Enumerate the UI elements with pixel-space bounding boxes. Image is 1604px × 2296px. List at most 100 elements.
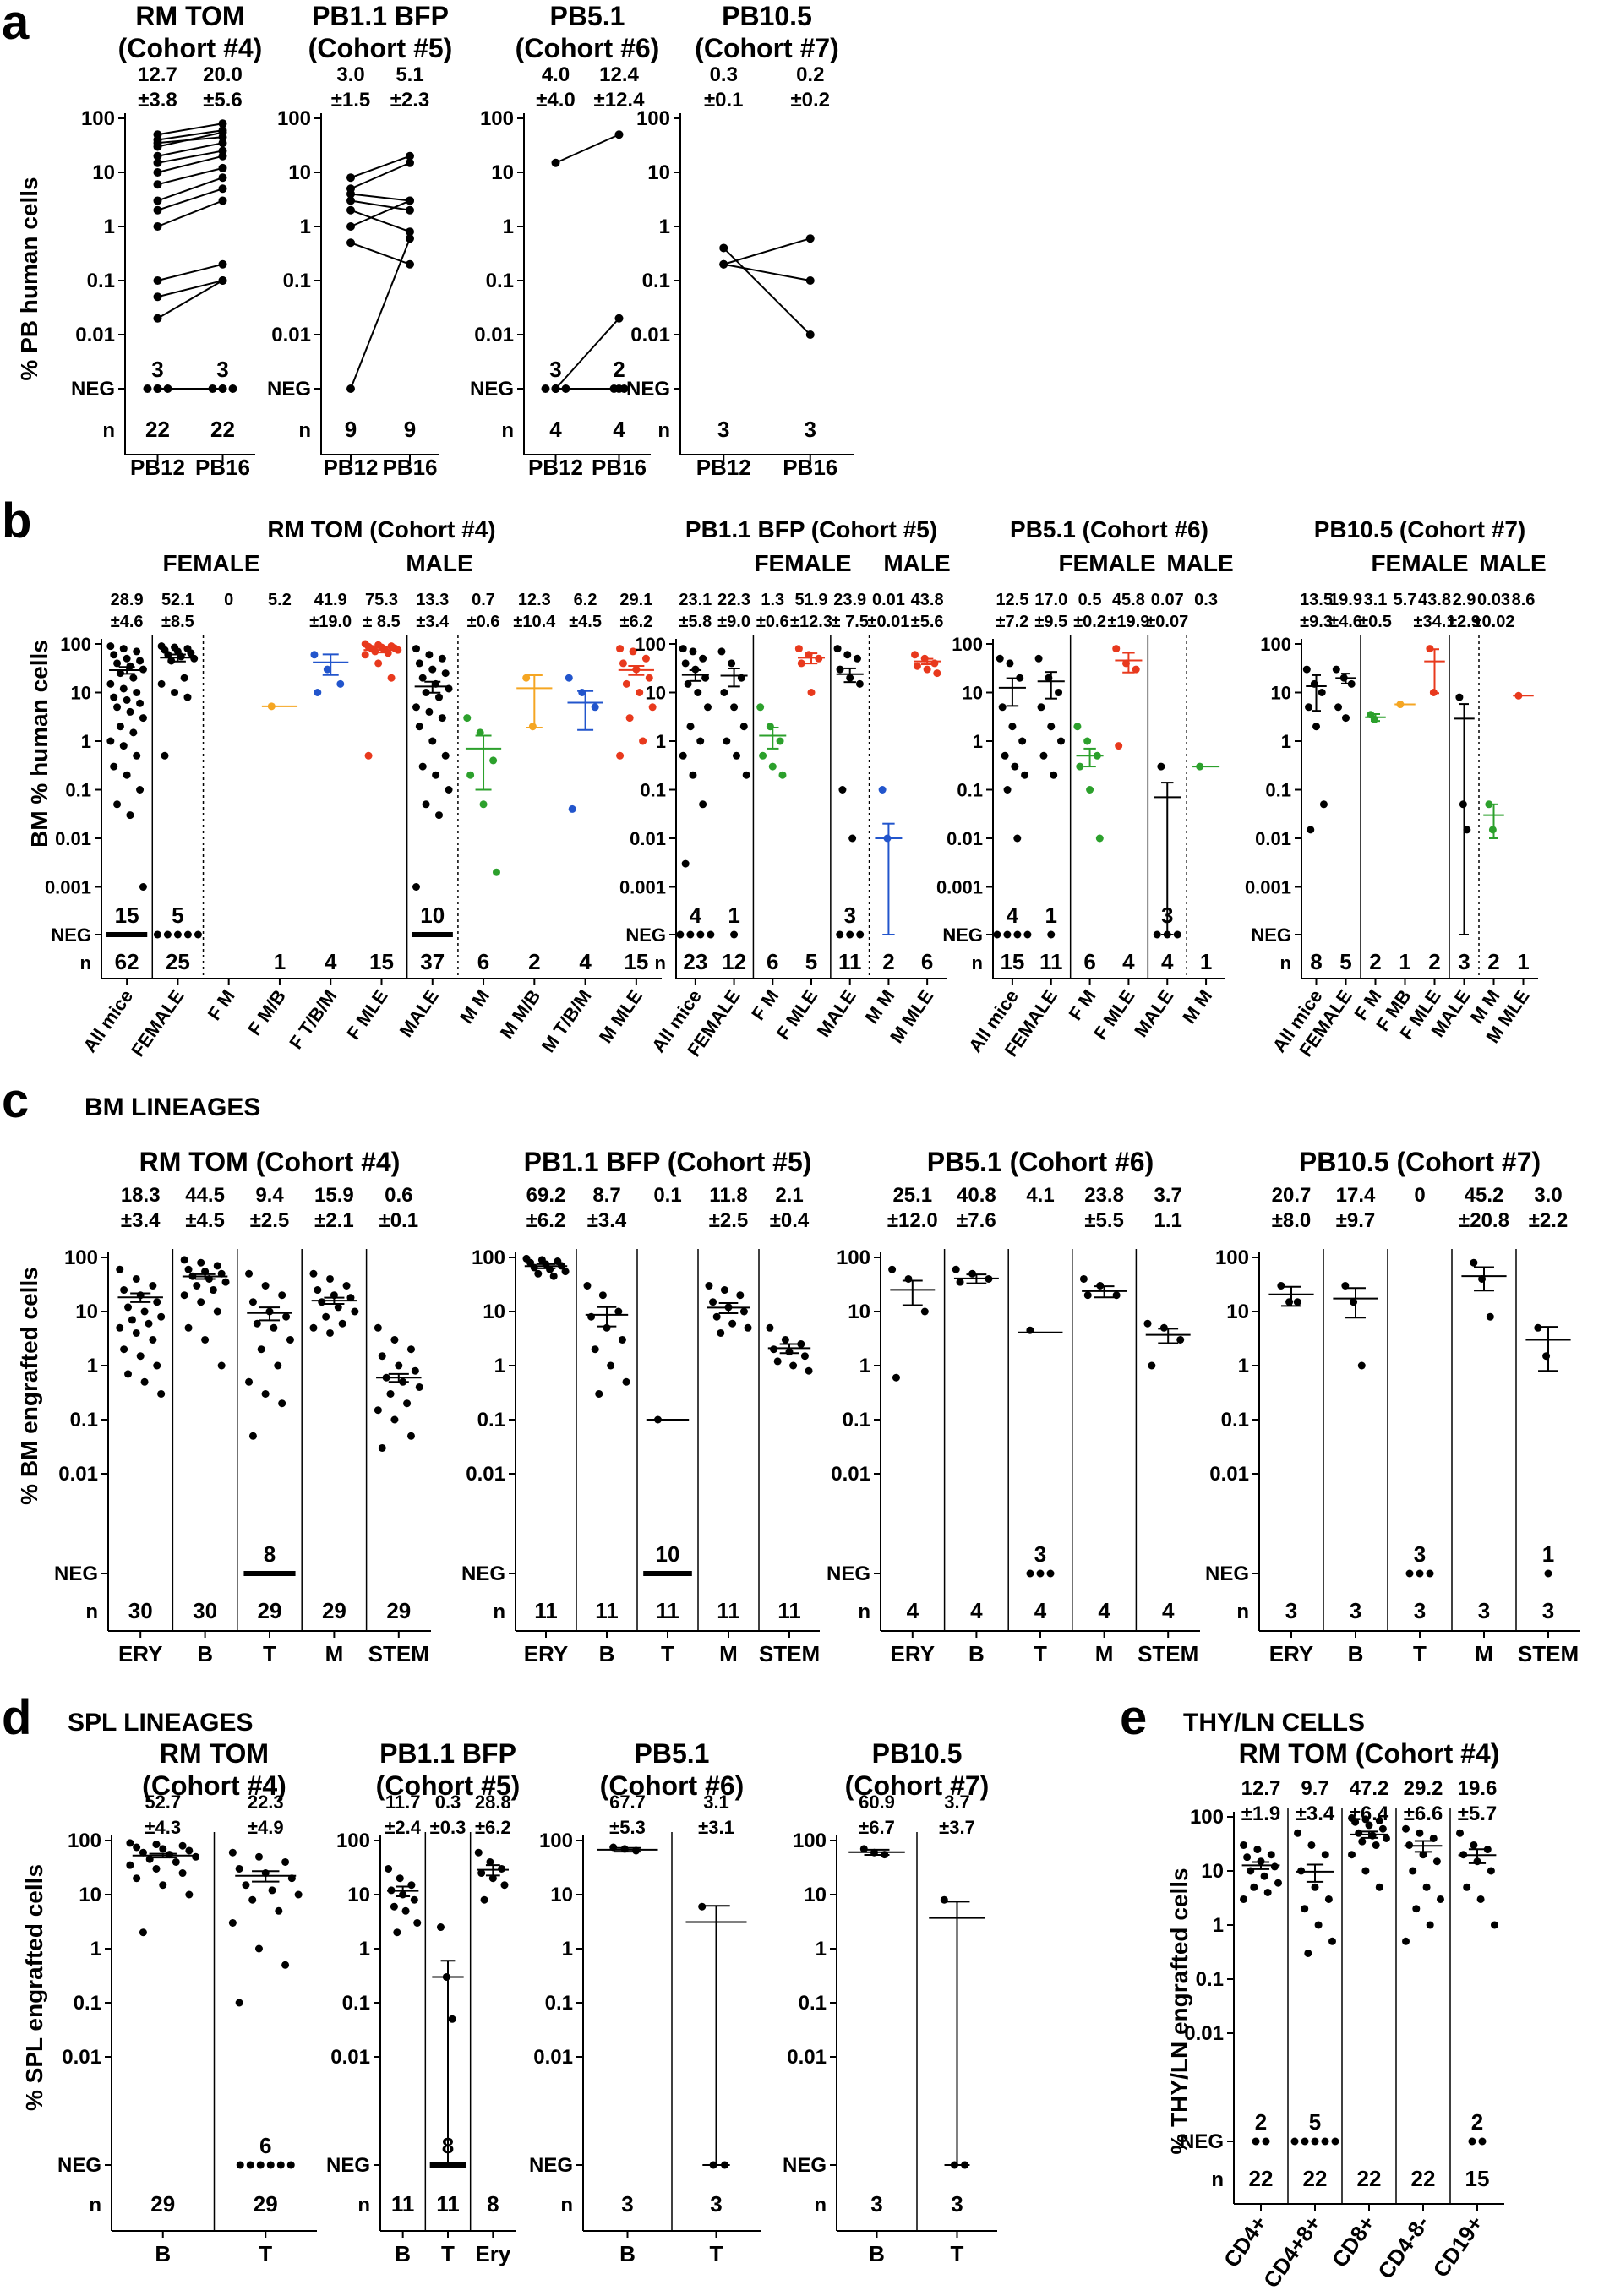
chart-title-line: (Cohort #4) [118, 33, 263, 63]
pair-line [350, 209, 411, 233]
x-category-label: M [325, 1641, 344, 1666]
group-header: FEMALE [1058, 550, 1155, 576]
data-point [183, 693, 192, 701]
pair-line [350, 199, 411, 227]
pair-line [350, 242, 411, 265]
data-point [800, 1352, 809, 1361]
n-value: 4 [613, 417, 625, 442]
data-point [129, 674, 138, 682]
data-point [140, 1377, 149, 1386]
data-point [720, 689, 728, 696]
data-point [278, 1291, 286, 1300]
data-point [275, 1906, 283, 1915]
data-point [1334, 703, 1343, 712]
n-value: 1 [274, 949, 286, 974]
data-point [157, 1389, 166, 1398]
stat-sem: ±4.5 [569, 613, 602, 631]
data-point [904, 1274, 913, 1283]
data-point [1243, 1853, 1252, 1862]
stat-sem: ±2.9 [1448, 613, 1481, 631]
data-point [153, 292, 162, 302]
data-point [920, 1307, 929, 1316]
data-point [1247, 1867, 1255, 1875]
y-tick-label: 0.01 [1209, 1463, 1249, 1486]
stat-mean: 15.9 [314, 1184, 354, 1207]
data-point [1277, 1281, 1285, 1290]
x-category-label: F M [1064, 986, 1099, 1024]
x-category-label: T [1034, 1641, 1047, 1666]
data-point [1486, 1312, 1494, 1321]
data-point [116, 1323, 124, 1332]
panel-letter: a [2, 0, 30, 50]
stat-sem: ±1.5 [331, 89, 371, 112]
chart-title-line: (Cohort #6) [600, 1770, 745, 1801]
stat-sem: ±19.9 [1107, 613, 1149, 631]
data-point [595, 1389, 603, 1398]
y-tick-label: 1 [1281, 731, 1291, 752]
data-point [616, 751, 625, 760]
data-point [1011, 762, 1019, 771]
stat-mean: 75.3 [365, 591, 398, 609]
neg-dot [856, 930, 865, 939]
neg-dot [1153, 930, 1161, 939]
data-point [270, 1323, 278, 1332]
data-point [1240, 1841, 1248, 1849]
data-point [770, 1345, 778, 1354]
stat-mean: 22.3 [248, 1792, 284, 1813]
data-point [412, 703, 420, 712]
data-point [428, 737, 437, 745]
data-point [1378, 1824, 1387, 1833]
data-point [591, 1345, 599, 1354]
n-value: 29 [254, 2191, 278, 2217]
stat-mean: 19.9 [1329, 591, 1362, 609]
data-point [1402, 1937, 1410, 1945]
stat-sem: ±0.01 [867, 613, 909, 631]
data-point [153, 196, 162, 205]
data-point [159, 1845, 167, 1853]
y-tick-label: NEG [71, 378, 115, 401]
data-point [498, 1864, 506, 1873]
data-point [385, 1864, 393, 1873]
neg-dot [1478, 2137, 1487, 2146]
data-point [639, 737, 647, 745]
data-point [406, 1432, 415, 1440]
x-category-label: F M [747, 986, 783, 1024]
neg-dot [1036, 1569, 1045, 1578]
data-point [1419, 1851, 1427, 1859]
data-point [390, 1415, 399, 1424]
stat-mean: 52.7 [145, 1792, 181, 1813]
y-tick-label: 1 [816, 1938, 827, 1961]
stat-mean: 52.1 [161, 591, 194, 609]
stat-sem: ±6.6 [1404, 1802, 1443, 1825]
y-tick-label: 0.1 [1265, 780, 1291, 801]
y-tick-label: 100 [60, 634, 91, 655]
n-value: 29 [150, 2191, 175, 2217]
section-title: BM LINEAGES [85, 1093, 260, 1121]
data-point [1003, 786, 1012, 794]
stat-sem: ±0.6 [756, 613, 789, 631]
stat-sem: ±3.7 [939, 1817, 975, 1838]
n-value: 4 [1161, 949, 1174, 974]
data-point [378, 1352, 386, 1361]
data-point [1412, 1905, 1421, 1913]
n-value: 22 [1303, 2166, 1328, 2191]
data-point [441, 669, 450, 678]
data-point [1021, 771, 1029, 779]
data-point [407, 1881, 416, 1890]
data-point [699, 654, 707, 663]
data-point [140, 1307, 149, 1316]
pair-line [723, 247, 811, 335]
data-point [805, 1366, 813, 1375]
data-point [434, 693, 443, 701]
y-tick-label: 100 [1190, 1806, 1224, 1829]
neg-dot [276, 2161, 285, 2169]
n-value: 23 [683, 949, 707, 974]
n-row-label: n [85, 1601, 98, 1623]
neg-dot [266, 2161, 275, 2169]
y-tick-label: 0.01 [466, 1463, 505, 1486]
data-point [1253, 1846, 1262, 1854]
data-point [139, 1928, 147, 1937]
data-point [119, 742, 128, 750]
data-point [124, 1370, 133, 1378]
chart-title-line: PB10.5 [872, 1738, 963, 1769]
